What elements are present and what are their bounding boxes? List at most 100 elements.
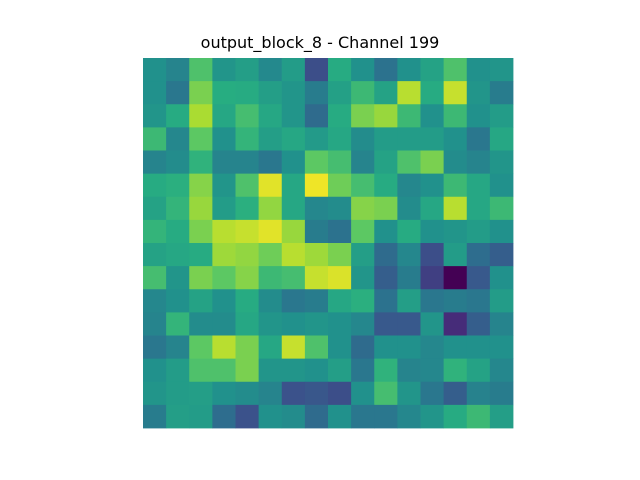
heatmap-cell-r14-c11 [397,381,421,406]
heatmap-cell-r13-c8 [328,358,352,383]
heatmap-cell-r4-c9 [351,150,375,175]
heatmap-cell-r12-c4 [235,335,260,360]
heatmap-cell-r2-c4 [235,104,260,128]
heatmap-cell-r7-c14 [466,219,491,244]
heatmap-cell-r15-c12 [420,404,445,429]
heatmap-cell-r15-c9 [351,404,375,429]
heatmap-cell-r5-c2 [189,173,213,198]
heatmap-cell-r11-c1 [166,312,190,336]
heatmap-cell-r14-c1 [166,381,190,406]
heatmap-cell-r9-c15 [489,266,514,290]
heatmap-cell-r11-c0 [143,312,167,336]
heatmap-cell-r3-c7 [304,127,329,151]
heatmap-cell-r1-c3 [212,81,236,105]
heatmap-cell-r2-c7 [304,104,329,128]
heatmap-cell-r0-c3 [212,58,236,82]
heatmap-cell-r15-c10 [374,404,398,429]
heatmap-cell-r14-c3 [212,381,236,406]
heatmap-cell-r13-c15 [489,358,514,383]
heatmap-cell-r15-c2 [189,404,213,429]
heatmap-cell-r3-c5 [258,127,283,151]
heatmap-cell-r2-c15 [489,104,514,128]
heatmap-cell-r9-c6 [281,266,306,290]
heatmap-cell-r3-c4 [235,127,260,151]
heatmap-cell-r9-c9 [351,266,375,290]
heatmap-cell-r15-c8 [328,404,352,429]
heatmap-cell-r6-c5 [258,196,283,221]
heatmap-cell-r9-c14 [466,266,491,290]
heatmap-cell-r4-c5 [258,150,283,175]
heatmap-cell-r3-c10 [374,127,398,151]
heatmap-cell-r10-c5 [258,289,283,313]
heatmap-cell-r4-c2 [189,150,213,175]
heatmap-cell-r6-c4 [235,196,260,221]
heatmap-cell-r5-c1 [166,173,190,198]
heatmap-cell-r8-c7 [304,243,329,267]
heatmap-cell-r5-c8 [328,173,352,198]
heatmap-cell-r8-c12 [420,243,445,267]
heatmap-cell-r3-c0 [143,127,167,151]
heatmap-cell-r6-c3 [212,196,236,221]
heatmap-cell-r4-c13 [443,150,468,175]
heatmap-cell-r4-c14 [466,150,491,175]
heatmap-cell-r6-c9 [351,196,375,221]
heatmap-cell-r1-c9 [351,81,375,105]
heatmap-cell-r9-c3 [212,266,236,290]
heatmap-cell-r5-c7 [304,173,329,198]
heatmap-cell-r2-c2 [189,104,213,128]
heatmap-cell-r6-c7 [304,196,329,221]
heatmap-cell-r7-c10 [374,219,398,244]
heatmap-cell-r7-c4 [235,219,260,244]
heatmap-cell-r14-c15 [489,381,514,406]
heatmap-cell-r2-c14 [466,104,491,128]
heatmap-cell-r3-c14 [466,127,491,151]
heatmap-cell-r8-c13 [443,243,468,267]
heatmap-cell-r2-c11 [397,104,421,128]
heatmap-cell-r0-c10 [374,58,398,82]
heatmap-cell-r11-c14 [466,312,491,336]
heatmap-cell-r10-c7 [304,289,329,313]
heatmap-cell-r0-c14 [466,58,491,82]
heatmap-cell-r8-c14 [466,243,491,267]
heatmap-cell-r9-c11 [397,266,421,290]
heatmap-cell-r13-c10 [374,358,398,383]
heatmap-cell-r0-c15 [489,58,514,82]
heatmap-cell-r10-c11 [397,289,421,313]
heatmap-cell-r7-c2 [189,219,213,244]
heatmap-cell-r7-c1 [166,219,190,244]
heatmap-cell-r12-c9 [351,335,375,360]
heatmap-cell-r1-c1 [166,81,190,105]
heatmap-cell-r14-c9 [351,381,375,406]
heatmap-cell-r13-c7 [304,358,329,383]
heatmap-cell-r10-c1 [166,289,190,313]
heatmap-cell-r2-c3 [212,104,236,128]
heatmap-cell-r2-c1 [166,104,190,128]
heatmap-cell-r4-c1 [166,150,190,175]
heatmap-cell-r11-c5 [258,312,283,336]
heatmap-cell-r0-c13 [443,58,468,82]
heatmap-cell-r9-c10 [374,266,398,290]
heatmap-cell-r10-c15 [489,289,514,313]
heatmap-cell-r6-c11 [397,196,421,221]
heatmap-cell-r3-c12 [420,127,445,151]
heatmap-cell-r11-c9 [351,312,375,336]
heatmap-cell-r9-c8 [328,266,352,290]
heatmap-cell-r9-c5 [258,266,283,290]
heatmap-cell-r5-c3 [212,173,236,198]
heatmap-cell-r0-c4 [235,58,260,82]
heatmap-cell-r15-c13 [443,404,468,429]
heatmap-cell-r15-c6 [281,404,306,429]
heatmap-cell-r15-c15 [489,404,514,429]
heatmap-cell-r6-c1 [166,196,190,221]
heatmap-cell-r0-c6 [281,58,306,82]
heatmap-cell-r11-c4 [235,312,260,336]
heatmap-cell-r11-c2 [189,312,213,336]
heatmap-cell-r11-c8 [328,312,352,336]
heatmap-cell-r9-c0 [143,266,167,290]
heatmap-cell-r14-c2 [189,381,213,406]
heatmap-cell-r10-c0 [143,289,167,313]
heatmap-cell-r3-c9 [351,127,375,151]
heatmap-cell-r12-c8 [328,335,352,360]
heatmap-cell-r0-c0 [143,58,167,82]
